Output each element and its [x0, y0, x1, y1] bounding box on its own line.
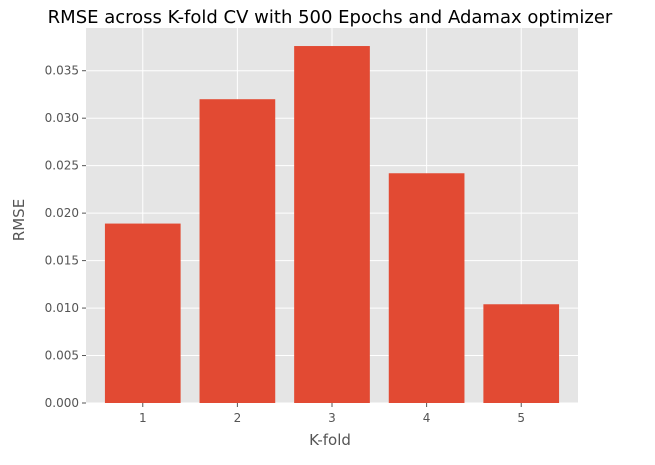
y-tick-label: 0.000 [45, 396, 79, 410]
chart-title: RMSE across K-fold CV with 500 Epochs an… [48, 7, 613, 28]
x-tick-label: 3 [328, 411, 336, 425]
y-tick-label: 0.030 [45, 111, 79, 125]
bar-2 [199, 99, 276, 404]
y-tick-label: 0.025 [45, 159, 79, 173]
bar-4 [388, 173, 465, 403]
x-tick-label: 1 [139, 411, 147, 425]
x-axis-ticks: 1 2 3 4 5 [139, 403, 525, 425]
y-tick-label: 0.035 [45, 64, 79, 78]
bar-3 [294, 46, 370, 404]
x-axis-label: K-fold [309, 431, 351, 449]
x-tick-label: 2 [234, 411, 242, 425]
y-tick-label: 0.010 [45, 301, 79, 315]
x-tick-label: 5 [517, 411, 525, 425]
y-axis-ticks: 0.000 0.005 0.010 0.015 0.020 0.025 0.030 0.035 [45, 64, 86, 410]
x-tick-label: 4 [423, 411, 431, 425]
y-tick-label: 0.005 [45, 349, 79, 363]
y-axis-label: RMSE [10, 199, 28, 241]
bar-5 [483, 304, 560, 403]
bars [104, 46, 560, 404]
bar-1 [104, 223, 181, 403]
y-tick-label: 0.020 [45, 206, 79, 220]
y-tick-label: 0.015 [45, 254, 79, 268]
